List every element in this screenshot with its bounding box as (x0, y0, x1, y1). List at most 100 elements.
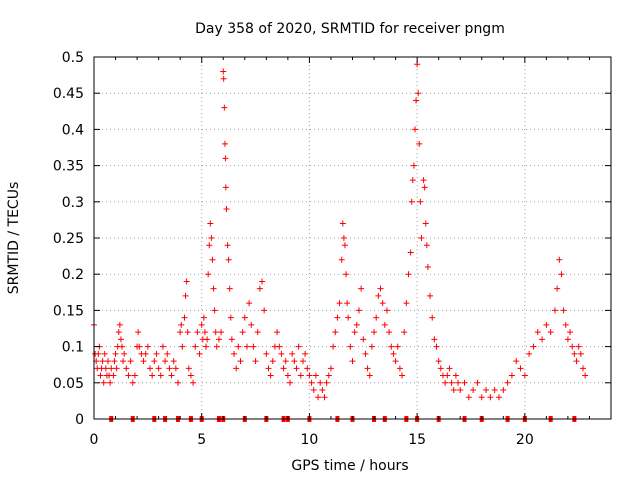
y-tick-label: 0.4 (62, 122, 84, 138)
data-point (571, 350, 578, 357)
data-point (442, 379, 449, 386)
data-point (558, 271, 565, 278)
data-point (227, 314, 234, 321)
data-point (117, 336, 124, 343)
data-point (142, 350, 149, 357)
data-point (347, 343, 354, 350)
data-point (183, 278, 190, 285)
data-point (209, 256, 216, 263)
data-point (291, 358, 298, 365)
data-point (274, 329, 281, 336)
data-point (388, 343, 395, 350)
data-point (327, 365, 334, 372)
data-point (577, 350, 584, 357)
data-point (411, 126, 418, 133)
data-point (560, 307, 567, 314)
data-point (203, 343, 210, 350)
data-point (344, 300, 351, 307)
data-point (187, 372, 194, 379)
data-point (144, 343, 151, 350)
data-point (487, 394, 494, 401)
data-point (112, 350, 119, 357)
data-point (177, 329, 184, 336)
x-tick-label: 15 (408, 432, 426, 448)
data-point (184, 329, 191, 336)
data-point (433, 343, 440, 350)
data-point (135, 329, 142, 336)
y-tick-label: 0.2 (62, 267, 84, 283)
data-point (508, 372, 515, 379)
data-point (284, 372, 291, 379)
data-point (201, 329, 208, 336)
data-point (539, 336, 546, 343)
data-point (377, 285, 384, 292)
data-point (379, 300, 386, 307)
data-point (364, 365, 371, 372)
y-tick-label: 0.1 (62, 340, 84, 356)
data-point (564, 336, 571, 343)
data-point (362, 350, 369, 357)
data-point (457, 387, 464, 394)
data-point (100, 379, 107, 386)
data-point (147, 365, 154, 372)
data-point (579, 365, 586, 372)
data-point (221, 104, 228, 111)
data-point (190, 379, 197, 386)
data-point (263, 350, 270, 357)
data-point (168, 372, 175, 379)
data-point (431, 336, 438, 343)
data-point (526, 350, 533, 357)
data-point (567, 329, 574, 336)
y-axis-label: SRMTID / TECUs (6, 182, 22, 295)
data-point (448, 379, 455, 386)
data-point (175, 379, 182, 386)
y-tick-label: 0.05 (53, 376, 84, 392)
data-point (495, 394, 502, 401)
y-tick-label: 0.3 (62, 195, 84, 211)
data-point (521, 372, 528, 379)
data-point (254, 329, 261, 336)
tick-labels: 0 5 10 15 20 0 0.05 0.1 0.15 0.2 0.25 0.3 0.35 0.4 0.4… (53, 50, 534, 448)
data-point (157, 372, 164, 379)
data-point (107, 379, 114, 386)
data-point (221, 140, 228, 147)
data-point (478, 394, 485, 401)
data-point (113, 365, 120, 372)
data-point (295, 343, 302, 350)
data-point (115, 329, 122, 336)
data-point (543, 321, 550, 328)
data-point (341, 242, 348, 249)
data-point (338, 256, 345, 263)
data-point (403, 300, 410, 307)
data-point (392, 358, 399, 365)
data-point (243, 343, 250, 350)
data-point (575, 343, 582, 350)
data-point (181, 314, 188, 321)
data-point (140, 358, 147, 365)
data-point (407, 249, 414, 256)
data-point (339, 220, 346, 227)
grid (94, 57, 611, 419)
data-point (159, 343, 166, 350)
data-point (427, 292, 434, 299)
data-point (375, 292, 382, 299)
data-point (287, 379, 294, 386)
data-point (386, 329, 393, 336)
data-point (381, 321, 388, 328)
data-point (461, 379, 468, 386)
data-point (556, 256, 563, 263)
data-point (450, 387, 457, 394)
data-point (455, 379, 462, 386)
data-point (368, 343, 375, 350)
data-point (417, 198, 424, 205)
data-point (210, 285, 217, 292)
data-point (409, 177, 416, 184)
data-point (304, 365, 311, 372)
x-tick-label: 5 (197, 432, 206, 448)
data-point (235, 343, 242, 350)
data-point (452, 372, 459, 379)
data-point (194, 329, 201, 336)
data-point (358, 285, 365, 292)
